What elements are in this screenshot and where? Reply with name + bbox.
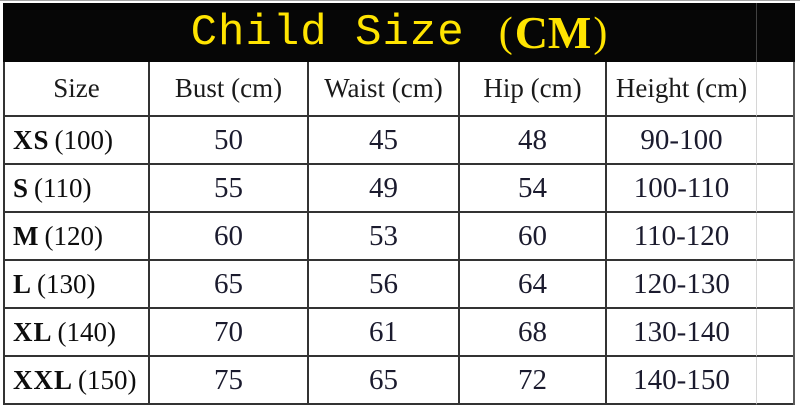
column-header-bust: Bust (cm) <box>150 62 309 117</box>
column-header-height: Height (cm) <box>607 62 757 117</box>
empty-cell <box>757 165 793 213</box>
size-cell-m: M (120) <box>5 213 150 261</box>
hip-value: 64 <box>460 261 607 309</box>
size-cell-xxl: XXL (150) <box>5 357 150 405</box>
size-num: (140) <box>57 316 116 347</box>
size-abbr: S <box>13 172 30 203</box>
waist-value: 65 <box>309 357 460 405</box>
waist-value: 45 <box>309 117 460 165</box>
bust-value: 60 <box>150 213 309 261</box>
size-table: Size Bust (cm) Waist (cm) Hip (cm) Heigh… <box>3 62 795 405</box>
title-close-paren: ) <box>593 9 608 56</box>
height-range-value: 100-110 <box>607 165 757 213</box>
empty-cell <box>757 261 793 309</box>
size-abbr: L <box>13 268 33 299</box>
empty-cell <box>757 213 793 261</box>
empty-cell <box>757 357 793 405</box>
empty-cell <box>757 309 793 357</box>
size-cell-xl: XL (140) <box>5 309 150 357</box>
empty-column-header <box>757 62 793 117</box>
size-abbr: M <box>13 220 40 251</box>
bust-value: 70 <box>150 309 309 357</box>
column-header-hip: Hip (cm) <box>460 62 607 117</box>
size-num: (150) <box>78 364 137 395</box>
waist-value: 61 <box>309 309 460 357</box>
waist-value: 49 <box>309 165 460 213</box>
title-open-paren: ( <box>498 9 513 56</box>
height-range-value: 90-100 <box>607 117 757 165</box>
hip-value: 60 <box>460 213 607 261</box>
size-num: (110) <box>34 172 92 203</box>
hip-value: 68 <box>460 309 607 357</box>
column-header-waist: Waist (cm) <box>309 62 460 117</box>
bust-value: 50 <box>150 117 309 165</box>
size-abbr: XXL <box>13 364 74 395</box>
title-banner: Child Size ( CM ) <box>3 3 795 62</box>
hip-value: 48 <box>460 117 607 165</box>
size-abbr: XS <box>13 124 50 155</box>
height-range-value: 120-130 <box>607 261 757 309</box>
bust-value: 65 <box>150 261 309 309</box>
hip-value: 54 <box>460 165 607 213</box>
waist-value: 53 <box>309 213 460 261</box>
waist-value: 56 <box>309 261 460 309</box>
column-header-size: Size <box>5 62 150 117</box>
top-hairline <box>0 0 800 1</box>
empty-cell <box>757 117 793 165</box>
size-cell-l: L (130) <box>5 261 150 309</box>
size-abbr: XL <box>13 316 53 347</box>
height-range-value: 140-150 <box>607 357 757 405</box>
hip-value: 72 <box>460 357 607 405</box>
size-num: (100) <box>54 124 113 155</box>
height-range-value: 110-120 <box>607 213 757 261</box>
banner-gridline <box>756 3 757 62</box>
bust-value: 55 <box>150 165 309 213</box>
size-cell-xs: XS (100) <box>5 117 150 165</box>
bust-value: 75 <box>150 357 309 405</box>
height-range-value: 130-140 <box>607 309 757 357</box>
size-num: (120) <box>44 220 103 251</box>
size-num: (130) <box>37 268 96 299</box>
title-unit-cm: CM <box>514 7 592 58</box>
size-cell-s: S (110) <box>5 165 150 213</box>
chart-title: Child Size <box>190 7 465 58</box>
